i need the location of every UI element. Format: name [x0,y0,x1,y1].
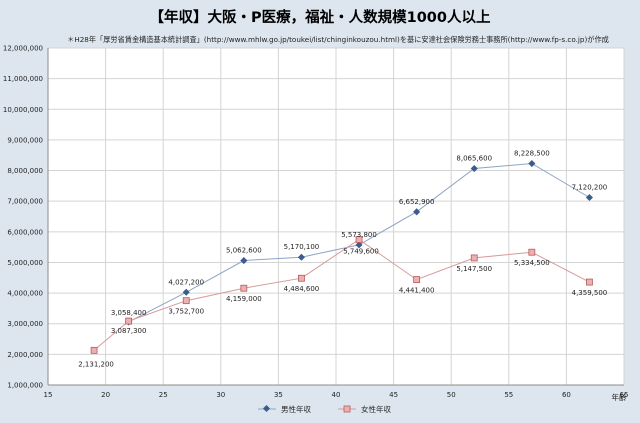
x-tick-label: 35 [274,391,283,399]
series-lines [90,160,593,354]
data-point-female [182,297,190,305]
y-tick-label: 2,000,000 [7,351,43,359]
data-label-male: 5,170,100 [284,243,320,251]
data-labels: 3,058,400 4,027,200 5,062,600 5,170,100 5,57… [78,150,607,369]
x-tick-label: 60 [562,391,571,399]
data-point-female [125,317,133,325]
data-point-male [413,208,421,216]
data-label-male: 7,120,200 [572,183,608,191]
data-label-male: 3,058,400 [111,309,147,317]
legend-male-label: 男性年収 [281,404,311,414]
legend-female-marker [343,405,351,413]
x-tick-label: 30 [216,391,225,399]
chart-title: 【年収】大阪・P医療，福祉・人数規模1000人以上 [150,8,491,26]
data-point-male [355,241,363,249]
data-label-female: 3,087,300 [111,327,147,335]
y-tick-label: 3,000,000 [7,320,43,328]
legend-item-male: 男性年収 [258,404,311,414]
y-tick-label: 4,000,000 [7,290,43,298]
x-tick-label: 50 [447,391,456,399]
data-point-female [413,276,421,283]
legend-item-female: 女性年収 [338,404,391,414]
data-label-female: 2,131,200 [78,360,114,368]
data-point-female [90,346,98,354]
data-label-male: 8,065,600 [456,155,492,163]
data-label-male: 6,652,900 [399,198,435,206]
data-label-male: 5,573,800 [341,231,377,239]
x-tick-label: 55 [504,391,513,399]
data-label-male: 5,062,600 [226,247,262,255]
data-point-male [585,193,593,202]
data-label-female: 5,147,500 [456,265,492,273]
data-label-female: 5,334,500 [514,259,550,267]
data-point-female [298,274,305,282]
y-tick-label: 5,000,000 [7,259,43,267]
data-label-female: 5,749,600 [343,247,379,255]
data-point-female [586,278,593,286]
data-label-male: 4,027,200 [168,278,204,286]
data-point-male [240,257,248,265]
y-tick-label: 10,000,000 [3,106,43,114]
y-tick-label: 7,000,000 [7,198,43,206]
data-label-female: 4,441,400 [399,287,435,295]
y-tick-label: 9,000,000 [7,136,43,144]
data-point-male [470,165,478,173]
data-point-female [355,236,363,243]
y-tick-label: 6,000,000 [7,228,43,236]
data-label-female: 4,359,500 [572,289,608,297]
data-label-female: 3,752,700 [168,308,204,316]
x-tick-label: 45 [389,391,398,399]
x-tick-label: 25 [159,391,168,399]
y-tick-label: 1,000,000 [7,382,43,390]
data-label-female: 4,159,000 [226,295,262,303]
legend: 男性年収 女性年収 [258,404,391,414]
chart-subtitle: ＊H28年「厚労省賃金構造基本統計調査」(http://www.mhlw.go.… [67,35,609,44]
series-line-female [93,238,590,351]
y-tick-label: 8,000,000 [7,167,43,175]
data-label-male: 8,228,500 [514,150,550,158]
data-point-female [240,284,248,292]
legend-female-label: 女性年収 [361,404,391,414]
x-tick-label: 15 [44,391,53,399]
data-point-male [528,160,536,168]
x-tick-label: 40 [332,391,341,399]
grid-lines [47,47,625,386]
x-axis-title: 年齢 [612,392,627,402]
data-label-female: 4,484,600 [284,285,320,293]
data-point-female [528,248,536,256]
data-point-female [470,254,478,262]
axes: 1,000,000 2,000,000 3,000,000 4,000,000 5,00… [3,45,629,400]
legend-male-marker [262,404,271,413]
x-tick-label: 20 [101,391,110,399]
y-tick-label: 12,000,000 [3,45,43,53]
data-point-male [182,288,190,296]
x-tick-label: 65 [620,391,629,399]
y-tick-label: 11,000,000 [3,75,43,83]
